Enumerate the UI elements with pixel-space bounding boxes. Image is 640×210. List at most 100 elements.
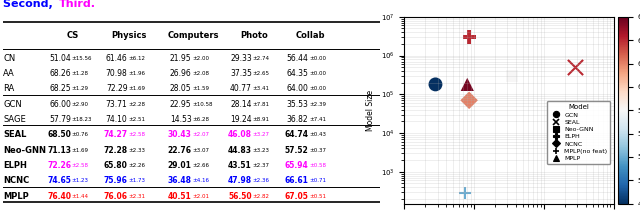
Text: ±0.71: ±0.71 [309, 178, 326, 183]
Text: ±2.51: ±2.51 [128, 117, 145, 122]
Legend: GCN, SEAL, Neo-GNN, ELPH, NCNC, MPLP(no feat), MPLP: GCN, SEAL, Neo-GNN, ELPH, NCNC, MPLP(no … [547, 101, 611, 164]
Text: 57.79: 57.79 [49, 115, 71, 124]
Text: Neo-GNN: Neo-GNN [3, 146, 46, 155]
Text: 73.71: 73.71 [106, 100, 127, 109]
Text: Second,: Second, [3, 0, 57, 9]
Text: Third.: Third. [59, 0, 96, 9]
Text: 70.98: 70.98 [106, 69, 127, 78]
Text: 44.83: 44.83 [228, 146, 252, 155]
Text: ±1.69: ±1.69 [128, 86, 145, 91]
Text: ±2.00: ±2.00 [192, 56, 209, 61]
Text: ±2.58: ±2.58 [128, 132, 145, 137]
Point [430, 83, 440, 86]
Text: 28.14: 28.14 [230, 100, 252, 109]
Text: 43.51: 43.51 [228, 161, 252, 170]
Text: 51.04: 51.04 [49, 54, 71, 63]
Y-axis label: Model Size: Model Size [366, 90, 375, 131]
Text: 76.06: 76.06 [104, 192, 127, 201]
Text: 57.52: 57.52 [285, 146, 308, 155]
Text: ±2.08: ±2.08 [192, 71, 209, 76]
Text: SEAL: SEAL [3, 130, 27, 139]
Text: 66.61: 66.61 [284, 176, 308, 185]
Text: ±7.81: ±7.81 [253, 102, 269, 107]
Text: ±0.00: ±0.00 [309, 71, 326, 76]
Text: ±2.82: ±2.82 [253, 194, 269, 198]
Text: ±1.96: ±1.96 [128, 71, 145, 76]
Text: ±2.74: ±2.74 [253, 56, 269, 61]
Text: RA: RA [3, 84, 15, 93]
Text: 64.35: 64.35 [287, 69, 308, 78]
Text: ±2.66: ±2.66 [192, 163, 209, 168]
Text: 72.26: 72.26 [47, 161, 71, 170]
Text: 68.25: 68.25 [49, 84, 71, 93]
Text: 56.44: 56.44 [287, 54, 308, 63]
Text: ±2.58: ±2.58 [72, 163, 89, 168]
Text: ±2.31: ±2.31 [128, 194, 145, 198]
Text: 28.05: 28.05 [170, 84, 191, 93]
Text: MPLP: MPLP [3, 192, 29, 201]
Text: 35.53: 35.53 [287, 100, 308, 109]
Point [464, 35, 474, 39]
Text: ±6.12: ±6.12 [128, 56, 145, 61]
Text: 74.10: 74.10 [106, 115, 127, 124]
Text: ±15.56: ±15.56 [72, 56, 92, 61]
Text: 36.48: 36.48 [168, 176, 191, 185]
Text: 30.43: 30.43 [168, 130, 191, 139]
Text: ±1.23: ±1.23 [72, 178, 89, 183]
Text: 65.94: 65.94 [285, 161, 308, 170]
Text: 22.76: 22.76 [168, 146, 191, 155]
Point [460, 192, 470, 195]
Text: 68.26: 68.26 [49, 69, 71, 78]
Text: 36.82: 36.82 [287, 115, 308, 124]
Text: ±0.00: ±0.00 [309, 86, 326, 91]
Text: 26.96: 26.96 [170, 69, 191, 78]
Text: 61.46: 61.46 [106, 54, 127, 63]
Text: ±1.44: ±1.44 [72, 194, 89, 198]
Text: ±2.90: ±2.90 [72, 102, 89, 107]
Text: 21.95: 21.95 [170, 54, 191, 63]
Text: ±0.43: ±0.43 [309, 132, 326, 137]
Text: 66.00: 66.00 [49, 100, 71, 109]
Text: ±2.07: ±2.07 [192, 132, 209, 137]
Text: ±18.23: ±18.23 [72, 117, 92, 122]
Text: 75.96: 75.96 [104, 176, 127, 185]
Text: ±0.76: ±0.76 [72, 132, 89, 137]
Text: 14.53: 14.53 [170, 115, 191, 124]
Text: ±3.27: ±3.27 [253, 132, 269, 137]
Text: Computers: Computers [168, 31, 219, 40]
Text: CS: CS [67, 31, 79, 40]
Text: ±3.07: ±3.07 [192, 148, 209, 152]
Text: SAGE: SAGE [3, 115, 26, 124]
Text: ±4.16: ±4.16 [192, 178, 209, 183]
Text: 64.00: 64.00 [287, 84, 308, 93]
Text: ±2.33: ±2.33 [128, 148, 145, 152]
Text: ±0.58: ±0.58 [309, 163, 326, 168]
Text: 64.74: 64.74 [284, 130, 308, 139]
Point [462, 83, 472, 86]
Text: ±1.69: ±1.69 [72, 148, 89, 152]
Text: 65.80: 65.80 [104, 161, 127, 170]
Text: 40.77: 40.77 [230, 84, 252, 93]
Text: ±0.51: ±0.51 [309, 194, 326, 198]
Text: 74.27: 74.27 [104, 130, 127, 139]
Text: Photo: Photo [240, 31, 268, 40]
Text: ±6.28: ±6.28 [192, 117, 209, 122]
Text: 68.50: 68.50 [47, 130, 71, 139]
Text: ±2.37: ±2.37 [253, 163, 269, 168]
Text: 22.95: 22.95 [170, 100, 191, 109]
Text: 40.51: 40.51 [168, 192, 191, 201]
Text: 29.33: 29.33 [230, 54, 252, 63]
Text: 56.50: 56.50 [228, 192, 252, 201]
Text: Physics: Physics [112, 31, 147, 40]
Text: ±10.58: ±10.58 [192, 102, 213, 107]
Text: 37.35: 37.35 [230, 69, 252, 78]
Text: ±2.01: ±2.01 [192, 194, 209, 198]
Text: AA: AA [3, 69, 15, 78]
Text: 74.65: 74.65 [47, 176, 71, 185]
Text: NCNC: NCNC [3, 176, 29, 185]
Text: 72.28: 72.28 [104, 146, 127, 155]
Text: CN: CN [3, 54, 15, 63]
Text: ±2.28: ±2.28 [128, 102, 145, 107]
Text: ±0.37: ±0.37 [309, 148, 326, 152]
Text: Collab: Collab [296, 31, 325, 40]
